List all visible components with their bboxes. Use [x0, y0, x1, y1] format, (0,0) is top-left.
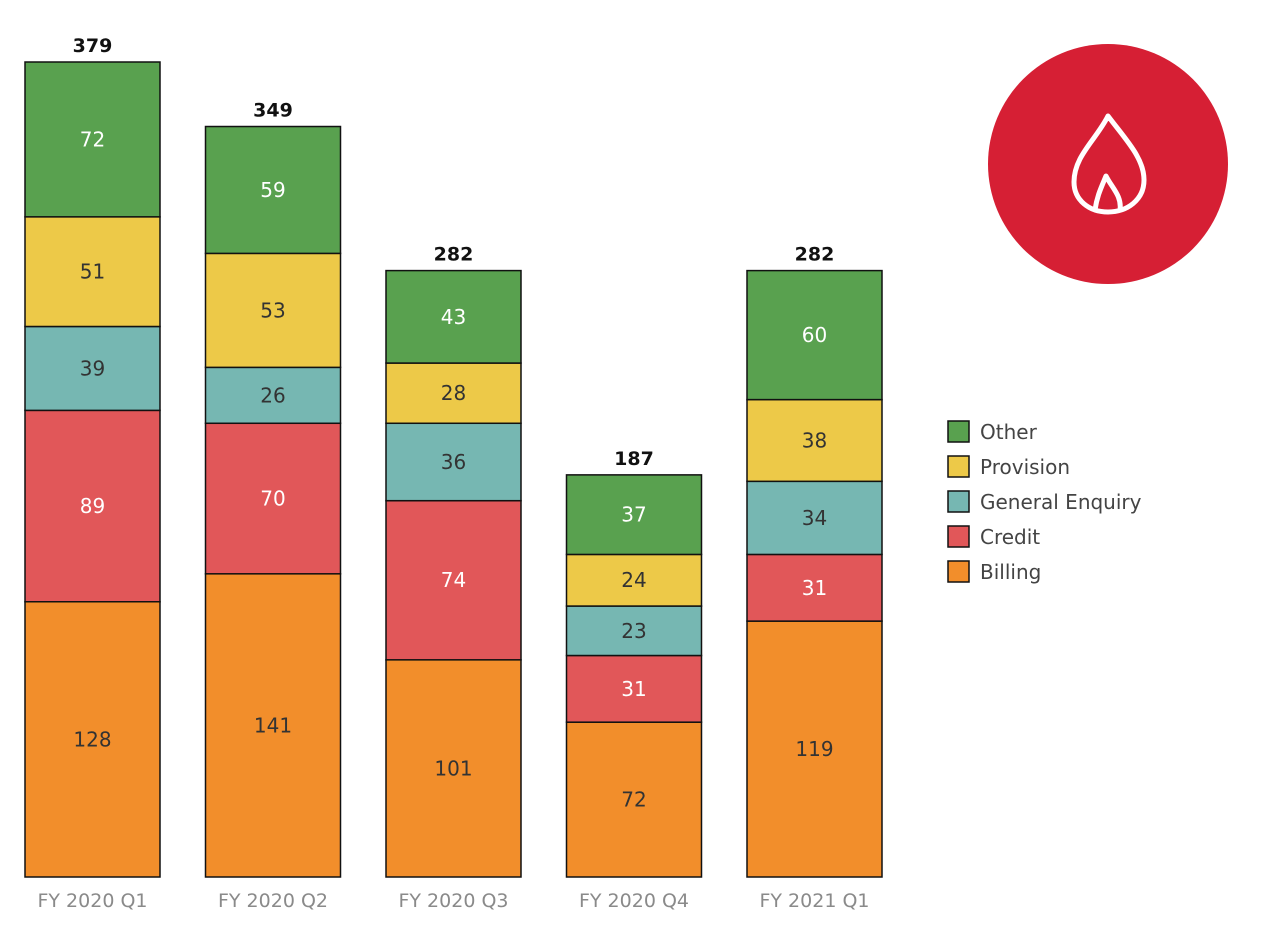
- category-label: FY 2021 Q1: [759, 890, 869, 912]
- bar-segment-other: [204, 125, 342, 255]
- segment-value-label: 72: [80, 127, 105, 151]
- bar-total-label: 282: [434, 244, 474, 266]
- bar-segment-credit: [24, 409, 161, 603]
- flame-icon: [1071, 113, 1147, 215]
- bar-segment-credit: [565, 654, 703, 723]
- legend-label-provision: Provision: [980, 455, 1070, 479]
- segment-value-label: 43: [441, 305, 466, 329]
- bar-segment-provision: [204, 252, 342, 369]
- bar-segment-other: [746, 269, 883, 401]
- bar-segment-other: [565, 474, 703, 556]
- segment-value-label: 36: [441, 450, 466, 474]
- segment-value-label: 74: [441, 568, 466, 592]
- segment-value-label: 128: [73, 727, 111, 751]
- bar-segment-provision: [24, 216, 161, 328]
- bar-segment-billing: [746, 620, 883, 878]
- bar-segment-billing: [24, 600, 161, 878]
- bar-total-label: 349: [253, 100, 293, 122]
- bar-segment-credit: [385, 499, 522, 661]
- bar-total-label: 379: [73, 35, 113, 57]
- bar-segment-other: [24, 61, 161, 218]
- legend-label-billing: Billing: [980, 560, 1041, 584]
- segment-value-label: 39: [80, 356, 105, 380]
- legend-label-general-enquiry: General Enquiry: [980, 490, 1142, 514]
- category-label: FY 2020 Q4: [579, 890, 689, 912]
- segment-value-label: 101: [434, 756, 472, 780]
- segment-value-label: 31: [621, 677, 646, 701]
- bar-segment-general-enquiry: [746, 480, 883, 556]
- legend-swatch-general-enquiry: [947, 490, 970, 513]
- legend-swatch-credit: [947, 525, 970, 548]
- legend-swatch-billing: [947, 560, 970, 583]
- legend-swatch-other: [947, 420, 970, 443]
- segment-value-label: 38: [802, 428, 827, 452]
- segment-value-label: 31: [802, 576, 827, 600]
- segment-value-label: 26: [260, 383, 285, 407]
- legend-label-other: Other: [980, 420, 1038, 444]
- flame-badge: [988, 44, 1228, 284]
- legend-swatch-provision: [947, 455, 970, 478]
- bar-total-label: 187: [614, 448, 654, 470]
- bar-segment-provision: [746, 398, 883, 483]
- bar-segment-billing: [385, 659, 522, 878]
- labels-group: 128 89 39 51 72 379 FY 2020 Q1 141 70 26 53 59 349 FY…: [37, 35, 869, 912]
- segment-value-label: 37: [621, 503, 646, 527]
- segment-value-label: 72: [621, 788, 646, 812]
- category-label: FY 2020 Q3: [398, 890, 508, 912]
- legend: Other Provision General Enquiry Credit Billi…: [947, 420, 1142, 584]
- legend-label-credit: Credit: [980, 525, 1040, 549]
- segment-value-label: 89: [80, 494, 105, 518]
- segment-value-label: 53: [260, 298, 285, 322]
- segment-value-label: 24: [621, 568, 646, 592]
- segment-value-label: 119: [795, 737, 833, 761]
- category-label: FY 2020 Q2: [218, 890, 328, 912]
- segment-value-label: 70: [260, 487, 285, 511]
- category-label: FY 2020 Q1: [37, 890, 147, 912]
- segment-value-label: 59: [260, 178, 285, 202]
- bar-segment-billing: [565, 721, 703, 878]
- segment-value-label: 28: [441, 381, 466, 405]
- bar-segment-other: [385, 269, 522, 364]
- bar-segment-general-enquiry: [204, 366, 342, 425]
- badge-circle: [988, 44, 1228, 284]
- segment-value-label: 51: [80, 260, 105, 284]
- segment-value-label: 34: [802, 506, 827, 530]
- segment-value-label: 141: [254, 713, 292, 737]
- bar-segment-credit: [204, 422, 342, 575]
- bar-segment-general-enquiry: [385, 422, 522, 502]
- bars-group: [24, 61, 883, 878]
- segment-value-label: 23: [621, 619, 646, 643]
- segment-value-label: 60: [802, 323, 827, 347]
- bar-segment-general-enquiry: [565, 605, 703, 657]
- bar-segment-billing: [204, 573, 342, 878]
- bar-segment-provision: [565, 553, 703, 607]
- bar-total-label: 282: [795, 244, 835, 266]
